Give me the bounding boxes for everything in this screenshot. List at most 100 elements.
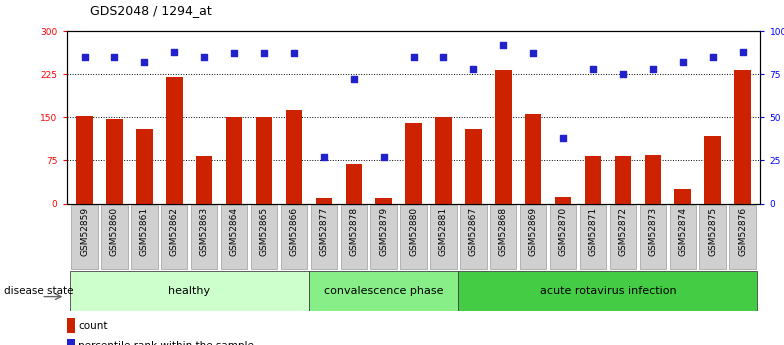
Text: GSM52872: GSM52872 [619, 207, 627, 256]
Text: GSM52862: GSM52862 [170, 207, 179, 256]
FancyBboxPatch shape [699, 205, 726, 269]
Bar [376, 198, 392, 204]
FancyBboxPatch shape [430, 205, 456, 269]
Point [78, 54, 91, 60]
Point [497, 42, 510, 48]
Text: GSM52860: GSM52860 [110, 207, 119, 256]
Bar [644, 155, 661, 204]
Text: GSM52880: GSM52880 [409, 207, 418, 256]
Point [557, 135, 569, 141]
Text: GSM52870: GSM52870 [558, 207, 568, 256]
Bar [226, 117, 242, 204]
Text: GSM52867: GSM52867 [469, 207, 478, 256]
FancyBboxPatch shape [101, 205, 128, 269]
FancyBboxPatch shape [610, 205, 636, 269]
Bar [555, 197, 572, 204]
Bar [67, 339, 75, 345]
Bar [435, 117, 452, 204]
Text: GSM52863: GSM52863 [200, 207, 209, 256]
FancyBboxPatch shape [550, 205, 576, 269]
Bar [465, 129, 481, 204]
Point [288, 51, 300, 56]
FancyBboxPatch shape [131, 205, 158, 269]
Text: GSM52879: GSM52879 [379, 207, 388, 256]
Text: GDS2048 / 1294_at: GDS2048 / 1294_at [90, 4, 212, 17]
Bar [76, 116, 93, 204]
Bar [136, 129, 153, 204]
FancyBboxPatch shape [309, 271, 459, 310]
Point [377, 154, 390, 160]
FancyBboxPatch shape [281, 205, 307, 269]
Bar [405, 123, 422, 204]
Point [527, 51, 539, 56]
Point [138, 59, 151, 65]
FancyBboxPatch shape [371, 205, 397, 269]
Point [736, 49, 749, 55]
Point [617, 71, 630, 77]
Text: GSM52876: GSM52876 [738, 207, 747, 256]
Point [586, 66, 599, 72]
FancyBboxPatch shape [460, 205, 487, 269]
Text: GSM52866: GSM52866 [289, 207, 299, 256]
Text: healthy: healthy [169, 286, 210, 296]
Text: convalescence phase: convalescence phase [324, 286, 444, 296]
FancyBboxPatch shape [490, 205, 517, 269]
Point [228, 51, 241, 56]
FancyBboxPatch shape [401, 205, 426, 269]
Bar [704, 136, 720, 204]
Bar [107, 119, 123, 204]
FancyBboxPatch shape [221, 205, 247, 269]
Text: percentile rank within the sample: percentile rank within the sample [78, 341, 254, 345]
FancyBboxPatch shape [162, 205, 187, 269]
Text: GSM52875: GSM52875 [708, 207, 717, 256]
FancyBboxPatch shape [70, 271, 309, 310]
Bar [735, 70, 751, 204]
FancyBboxPatch shape [459, 271, 757, 310]
Point [706, 54, 719, 60]
Text: GSM52861: GSM52861 [140, 207, 149, 256]
FancyBboxPatch shape [640, 205, 666, 269]
Text: GSM52877: GSM52877 [319, 207, 328, 256]
Point [258, 51, 270, 56]
Point [108, 54, 121, 60]
Text: GSM52878: GSM52878 [349, 207, 358, 256]
Bar [316, 198, 332, 204]
Text: GSM52865: GSM52865 [260, 207, 269, 256]
Bar [525, 115, 542, 204]
Bar [67, 318, 75, 333]
FancyBboxPatch shape [729, 205, 756, 269]
Text: GSM52869: GSM52869 [528, 207, 538, 256]
Bar [166, 77, 183, 204]
Text: GSM52881: GSM52881 [439, 207, 448, 256]
Bar [256, 117, 272, 204]
Bar [285, 110, 302, 204]
Bar [495, 70, 511, 204]
Bar [615, 156, 631, 204]
Point [677, 59, 689, 65]
Point [318, 154, 330, 160]
Bar [196, 156, 212, 204]
Text: GSM52868: GSM52868 [499, 207, 508, 256]
Bar [346, 165, 362, 204]
Text: GSM52864: GSM52864 [230, 207, 238, 256]
Point [647, 66, 659, 72]
FancyBboxPatch shape [580, 205, 606, 269]
FancyBboxPatch shape [340, 205, 367, 269]
Text: GSM52873: GSM52873 [648, 207, 657, 256]
Bar [674, 189, 691, 204]
Point [168, 49, 180, 55]
FancyBboxPatch shape [251, 205, 278, 269]
Text: count: count [78, 321, 108, 331]
Text: GSM52874: GSM52874 [678, 207, 688, 256]
FancyBboxPatch shape [71, 205, 98, 269]
Point [437, 54, 450, 60]
FancyBboxPatch shape [191, 205, 217, 269]
Text: GSM52871: GSM52871 [589, 207, 597, 256]
FancyBboxPatch shape [310, 205, 337, 269]
Text: disease state: disease state [4, 286, 74, 296]
Text: acute rotavirus infection: acute rotavirus infection [539, 286, 677, 296]
FancyBboxPatch shape [670, 205, 696, 269]
Point [198, 54, 210, 60]
FancyBboxPatch shape [520, 205, 546, 269]
Point [467, 66, 480, 72]
